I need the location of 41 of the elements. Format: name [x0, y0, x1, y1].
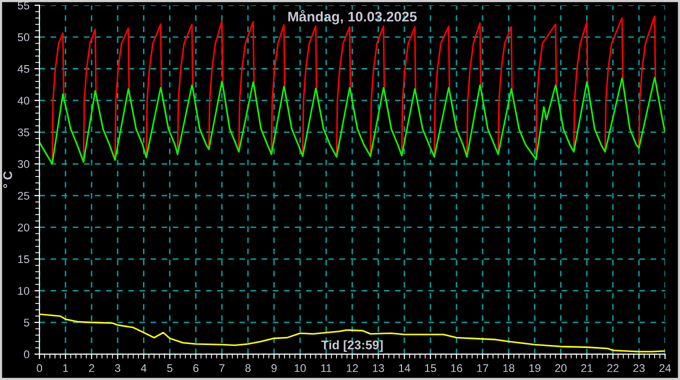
x-tick-label: 15	[425, 364, 436, 372]
x-tick-label: 5	[167, 364, 172, 372]
x-tick-label: 18	[503, 364, 514, 372]
x-tick-label: 24	[659, 364, 671, 372]
x-tick-label: 4	[140, 364, 146, 372]
x-tick-label: 11	[321, 364, 332, 372]
x-tick-label: 14	[399, 364, 410, 372]
y-tick-label: 10	[18, 287, 30, 295]
x-tick-label: 16	[451, 364, 462, 372]
y-tick-label: 35	[18, 128, 30, 136]
x-tick-label: 10	[294, 364, 306, 372]
x-tick-label: 2	[89, 364, 94, 372]
x-axis-title: Tid [23:59]	[321, 340, 383, 352]
x-tick-label: 13	[372, 364, 384, 372]
y-tick-label: 30	[18, 160, 30, 168]
y-tick-label: 0	[24, 350, 30, 358]
x-tick-label: 7	[219, 364, 224, 372]
x-tick-label: 19	[529, 364, 540, 372]
x-tick-label: 1	[63, 364, 68, 372]
chart-title: Måndag, 10.03.2025	[288, 10, 417, 24]
y-tick-label: 20	[18, 224, 30, 232]
x-tick-label: 6	[193, 364, 198, 372]
y-axis-title: ° C	[3, 171, 12, 188]
x-tick-label: 22	[607, 364, 619, 372]
x-tick-label: 9	[271, 364, 277, 372]
x-tick-label: 0	[36, 364, 42, 372]
y-tick-label: 45	[18, 65, 30, 73]
x-tick-label: 17	[477, 364, 488, 372]
x-tick-label: 12	[346, 364, 358, 372]
x-tick-label: 3	[114, 364, 120, 372]
y-tick-label: 55	[18, 2, 30, 10]
y-tick-label: 5	[24, 318, 30, 327]
y-tick-label: 15	[18, 255, 30, 264]
x-tick-label: 8	[245, 364, 251, 372]
y-tick-label: 40	[18, 96, 30, 105]
line-series	[39, 76, 666, 165]
x-tick-label: 23	[633, 364, 645, 372]
y-tick-label: 25	[18, 192, 30, 200]
y-tick-label: 50	[18, 33, 30, 42]
x-tick-label: 20	[555, 364, 567, 372]
x-tick-label: 21	[581, 364, 592, 372]
